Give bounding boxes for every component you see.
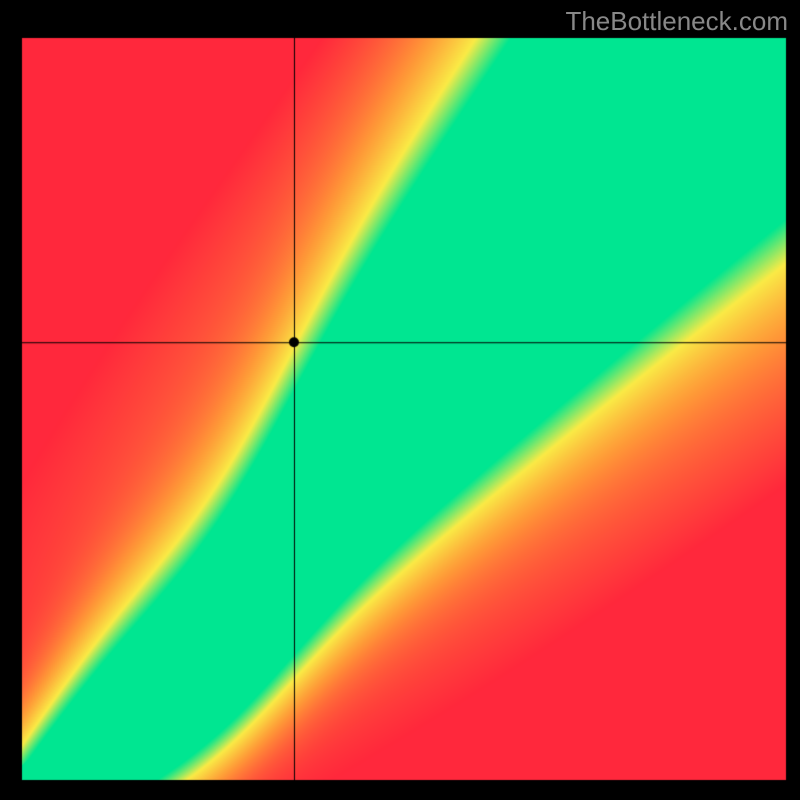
watermark-text: TheBottleneck.com <box>565 6 788 37</box>
chart-container: TheBottleneck.com <box>0 0 800 800</box>
heatmap-canvas <box>0 0 800 800</box>
